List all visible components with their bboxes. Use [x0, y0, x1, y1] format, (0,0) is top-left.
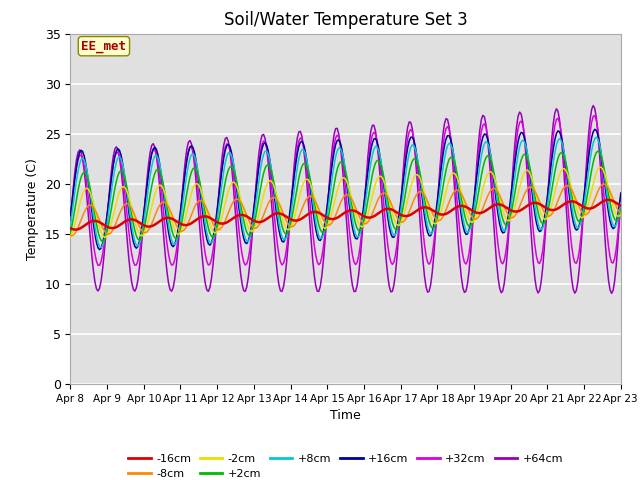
+8cm — [97, 245, 105, 251]
+64cm — [307, 238, 315, 244]
Line: -8cm: -8cm — [70, 184, 621, 236]
+16cm — [250, 201, 258, 207]
Line: +32cm: +32cm — [70, 116, 621, 265]
-8cm — [232, 196, 240, 202]
Title: Soil/Water Temperature Set 3: Soil/Water Temperature Set 3 — [224, 11, 467, 29]
+16cm — [96, 247, 104, 252]
+32cm — [617, 197, 625, 203]
+64cm — [230, 197, 238, 203]
+64cm — [134, 277, 141, 283]
+32cm — [308, 228, 316, 234]
+16cm — [617, 190, 625, 196]
+8cm — [136, 241, 143, 247]
X-axis label: Time: Time — [330, 409, 361, 422]
+64cm — [586, 116, 594, 122]
+2cm — [232, 175, 240, 181]
+2cm — [99, 239, 106, 244]
-2cm — [597, 164, 605, 170]
-8cm — [588, 204, 595, 210]
+64cm — [258, 132, 266, 138]
+8cm — [588, 147, 595, 153]
-16cm — [605, 197, 612, 203]
+8cm — [250, 212, 258, 217]
-2cm — [617, 212, 625, 217]
+64cm — [67, 218, 74, 224]
+2cm — [588, 167, 595, 173]
+64cm — [589, 103, 597, 108]
Line: +8cm: +8cm — [70, 137, 621, 248]
+16cm — [67, 213, 74, 218]
+2cm — [67, 230, 74, 236]
+8cm — [617, 200, 625, 206]
-16cm — [308, 209, 316, 215]
+16cm — [308, 204, 316, 210]
+8cm — [593, 134, 600, 140]
-16cm — [232, 214, 240, 219]
-8cm — [600, 181, 608, 187]
+32cm — [260, 138, 268, 144]
+8cm — [260, 152, 268, 157]
-16cm — [260, 218, 268, 224]
+16cm — [232, 180, 240, 186]
Legend: -16cm, -8cm, -2cm, +2cm, +8cm, +16cm, +32cm, +64cm: -16cm, -8cm, -2cm, +2cm, +8cm, +16cm, +3… — [124, 449, 567, 480]
-2cm — [100, 234, 108, 240]
-2cm — [308, 188, 316, 193]
+32cm — [136, 250, 143, 256]
Line: +16cm: +16cm — [70, 129, 621, 250]
-8cm — [260, 212, 268, 218]
+8cm — [308, 197, 316, 203]
+8cm — [67, 223, 74, 228]
+32cm — [591, 113, 598, 119]
+64cm — [608, 290, 616, 296]
Text: EE_met: EE_met — [81, 40, 127, 53]
+2cm — [250, 220, 258, 226]
+2cm — [260, 170, 268, 176]
-16cm — [588, 205, 595, 211]
+16cm — [591, 126, 598, 132]
+8cm — [232, 176, 240, 181]
-2cm — [260, 192, 268, 198]
Line: -2cm: -2cm — [70, 167, 621, 237]
+32cm — [250, 204, 258, 210]
-16cm — [71, 227, 79, 232]
+2cm — [136, 237, 143, 243]
+64cm — [249, 224, 257, 230]
Line: +2cm: +2cm — [70, 151, 621, 241]
+16cm — [136, 239, 143, 244]
-2cm — [250, 226, 258, 232]
+32cm — [96, 263, 104, 268]
+16cm — [260, 141, 268, 147]
Line: -16cm: -16cm — [70, 200, 621, 229]
-16cm — [250, 218, 258, 224]
+2cm — [617, 207, 625, 213]
-2cm — [588, 187, 595, 193]
-8cm — [308, 194, 316, 200]
-8cm — [136, 224, 143, 229]
-2cm — [232, 181, 240, 187]
+16cm — [588, 134, 595, 140]
+32cm — [67, 216, 74, 222]
Line: +64cm: +64cm — [70, 106, 621, 293]
+2cm — [594, 148, 602, 154]
-8cm — [617, 210, 625, 216]
-8cm — [250, 225, 258, 231]
-2cm — [67, 234, 74, 240]
-8cm — [68, 233, 76, 239]
-16cm — [67, 225, 74, 231]
-16cm — [136, 220, 143, 226]
+32cm — [588, 119, 595, 125]
+64cm — [617, 195, 625, 201]
-2cm — [136, 231, 143, 237]
+2cm — [308, 190, 316, 195]
Y-axis label: Temperature (C): Temperature (C) — [26, 158, 39, 260]
+32cm — [232, 197, 240, 203]
-8cm — [67, 232, 74, 238]
-16cm — [617, 203, 625, 209]
